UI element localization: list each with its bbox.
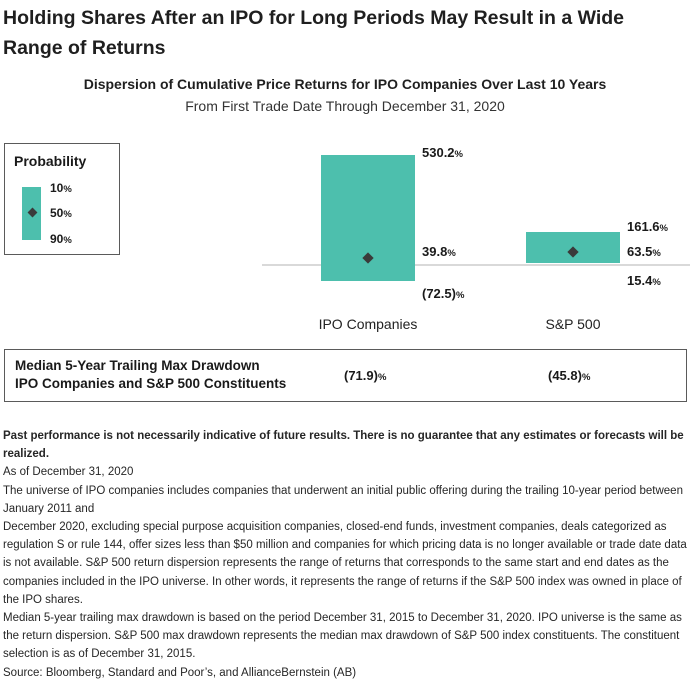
ipo-top-label: 530.2% — [422, 145, 463, 160]
universe-note-2: December 2020, excluding special purpose… — [3, 521, 687, 606]
category-label-ipo: IPO Companies — [318, 316, 418, 332]
drawdown-label: Median 5-Year Trailing Max Drawdown IPO … — [15, 357, 286, 393]
page-title: Holding Shares After an IPO for Long Per… — [3, 7, 625, 59]
category-label-sp500: S&P 500 — [545, 316, 601, 332]
ipo-bottom-label: (72.5)% — [422, 286, 465, 301]
drawdown-label-line1: Median 5-Year Trailing Max Drawdown — [15, 358, 260, 373]
legend-label-50: 50% — [50, 206, 72, 220]
ipo-median-label: 39.8% — [422, 244, 456, 259]
probability-legend: Probability 10% 50% 90% — [4, 143, 120, 255]
drawdown-note: Median 5-year trailing max drawdown is b… — [3, 612, 682, 661]
chart-title: Dispersion of Cumulative Price Returns f… — [83, 76, 607, 92]
drawdown-label-line2: IPO Companies and S&P 500 Constituents — [15, 376, 287, 391]
chart-subtitle: From First Trade Date Through December 3… — [185, 98, 505, 114]
legend-title: Probability — [14, 153, 87, 169]
footnotes: Past performance is not necessarily indi… — [3, 427, 687, 682]
drawdown-sp-value: (45.8)% — [548, 368, 591, 383]
sp-top-label: 161.6% — [627, 219, 668, 234]
disclaimer: Past performance is not necessarily indi… — [3, 430, 684, 461]
drawdown-box: Median 5-Year Trailing Max Drawdown IPO … — [4, 349, 687, 402]
sp-bottom-label: 15.4% — [627, 273, 661, 288]
median-marker-sp500 — [567, 246, 579, 258]
chart-plot — [262, 155, 690, 281]
legend-label-10: 10% — [50, 181, 72, 195]
as-of-note: As of December 31, 2020 — [3, 466, 134, 479]
drawdown-ipo-value: (71.9)% — [344, 368, 387, 383]
universe-note-1: The universe of IPO companies includes c… — [3, 484, 683, 515]
sp-median-label: 63.5% — [627, 244, 661, 259]
source-note: Source: Bloomberg, Standard and Poor’s, … — [3, 666, 357, 679]
median-marker-ipo — [362, 252, 374, 264]
legend-label-90: 90% — [50, 232, 72, 246]
